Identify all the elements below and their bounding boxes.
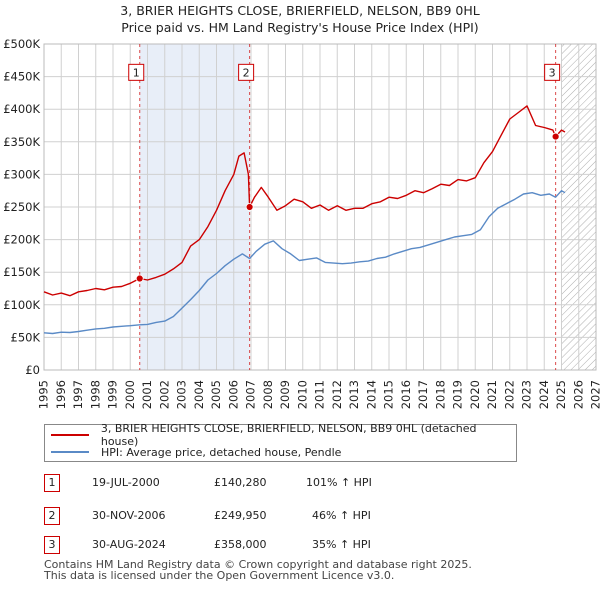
x-tick-label: 1996 (54, 380, 68, 409)
x-tick-label: 2015 (382, 380, 396, 409)
x-tick-label: 2027 (589, 380, 600, 409)
x-tick-label: 2009 (278, 380, 292, 409)
x-tick-label: 2019 (451, 380, 465, 409)
transaction-price: £140,280 (214, 476, 267, 489)
chart-title-line2: Price paid vs. HM Land Registry's House … (121, 20, 479, 35)
legend-swatch-property (51, 434, 89, 436)
x-tick-label: 2025 (554, 380, 568, 409)
transaction-label-box (238, 63, 255, 81)
x-tick-label: 2012 (330, 380, 344, 409)
y-tick-label: £150K (3, 265, 40, 279)
transaction-label-box (544, 63, 561, 81)
x-tick-label: 2023 (520, 380, 534, 409)
x-tick-label: 2000 (123, 380, 137, 409)
x-tick-label: 2018 (433, 380, 447, 409)
transaction-hpi: 46% ↑ HPI (312, 509, 371, 522)
legend-label-property: 3, BRIER HEIGHTS CLOSE, BRIERFIELD, NELS… (100, 422, 477, 448)
x-tick-label: 1997 (71, 380, 85, 409)
y-tick-label: £500K (3, 37, 40, 51)
x-tick-label: 2014 (364, 380, 378, 409)
transaction-point (245, 203, 254, 211)
x-tick-label: 2020 (468, 380, 482, 409)
footer-license: This data is licensed under the Open Gov… (44, 569, 395, 582)
legend-item-hpi: HPI: Average price, detached house, Pend… (51, 444, 341, 460)
y-tick-label: £400K (3, 102, 40, 116)
hpi-line (43, 189, 566, 335)
x-tick-label: 2011 (313, 380, 327, 409)
transaction-point (135, 274, 144, 283)
x-tick-label: 2005 (209, 380, 223, 409)
y-tick-label: £0 (25, 363, 40, 377)
x-tick-label: 2026 (571, 380, 585, 409)
x-tick-label: 2017 (416, 380, 430, 409)
transaction-date: 19-JUL-2000 (92, 476, 160, 489)
y-tick-label: £450K (3, 70, 40, 84)
chart-title-line1: 3, BRIER HEIGHTS CLOSE, BRIERFIELD, NELS… (120, 3, 480, 18)
footer: Contains HM Land Registry data © Crown c… (44, 559, 472, 581)
y-tick-label: £200K (3, 233, 40, 247)
transaction-badge: 2 (44, 507, 60, 525)
y-tick-label: £250K (3, 200, 40, 214)
transaction-price: £249,950 (214, 509, 267, 522)
x-tick-label: 2003 (175, 380, 189, 409)
y-tick-label: £100K (3, 298, 40, 312)
x-tick-label: 2016 (399, 380, 413, 409)
transaction-label: 2 (243, 66, 250, 79)
y-tick-label: £350K (3, 135, 40, 149)
transaction-label: 1 (133, 66, 140, 79)
price-chart: £0 £50K £100K £150K £200K £250K £300K £350K £400… (3, 37, 600, 409)
x-tick-label: 2024 (537, 380, 551, 409)
transaction-label: 3 (549, 66, 556, 79)
x-tick-label: 2008 (261, 380, 275, 409)
y-tick-label: £50K (11, 330, 41, 344)
x-tick-label: 1998 (88, 380, 102, 409)
x-tick-label: 1995 (37, 380, 51, 409)
legend-label-hpi: HPI: Average price, detached house, Pend… (101, 445, 342, 459)
transaction-price: £358,000 (214, 538, 267, 551)
transaction-point (551, 132, 560, 141)
legend-item-property: 3, BRIER HEIGHTS CLOSE, BRIERFIELD, NELS… (51, 422, 516, 448)
x-tick-label: 2007 (244, 380, 258, 409)
x-tick-label: 2001 (140, 380, 154, 409)
x-tick-label: 2021 (485, 380, 499, 409)
x-tick-label: 2004 (192, 380, 206, 409)
plot-border (43, 43, 597, 371)
transaction-badge: 3 (44, 536, 60, 554)
x-tick-label: 2022 (502, 380, 516, 409)
x-tick-label: 2013 (347, 380, 361, 409)
x-tick-label: 2006 (226, 380, 240, 409)
legend-swatch-hpi (51, 451, 89, 453)
transaction-date: 30-AUG-2024 (92, 538, 166, 551)
legend: 3, BRIER HEIGHTS CLOSE, BRIERFIELD, NELS… (44, 422, 517, 462)
transaction-hpi: 101% ↑ HPI (306, 476, 372, 489)
transaction-label-box (128, 63, 145, 81)
transaction-badge: 1 (44, 474, 60, 492)
transaction-hpi: 35% ↑ HPI (312, 538, 371, 551)
property-price-line (43, 105, 566, 297)
x-tick-label: 2002 (157, 380, 171, 409)
x-tick-label: 2010 (295, 380, 309, 409)
transaction-date: 30-NOV-2006 (92, 509, 166, 522)
footer-copyright: Contains HM Land Registry data © Crown c… (44, 558, 472, 571)
x-tick-label: 1999 (106, 380, 120, 409)
y-tick-label: £300K (3, 167, 40, 181)
